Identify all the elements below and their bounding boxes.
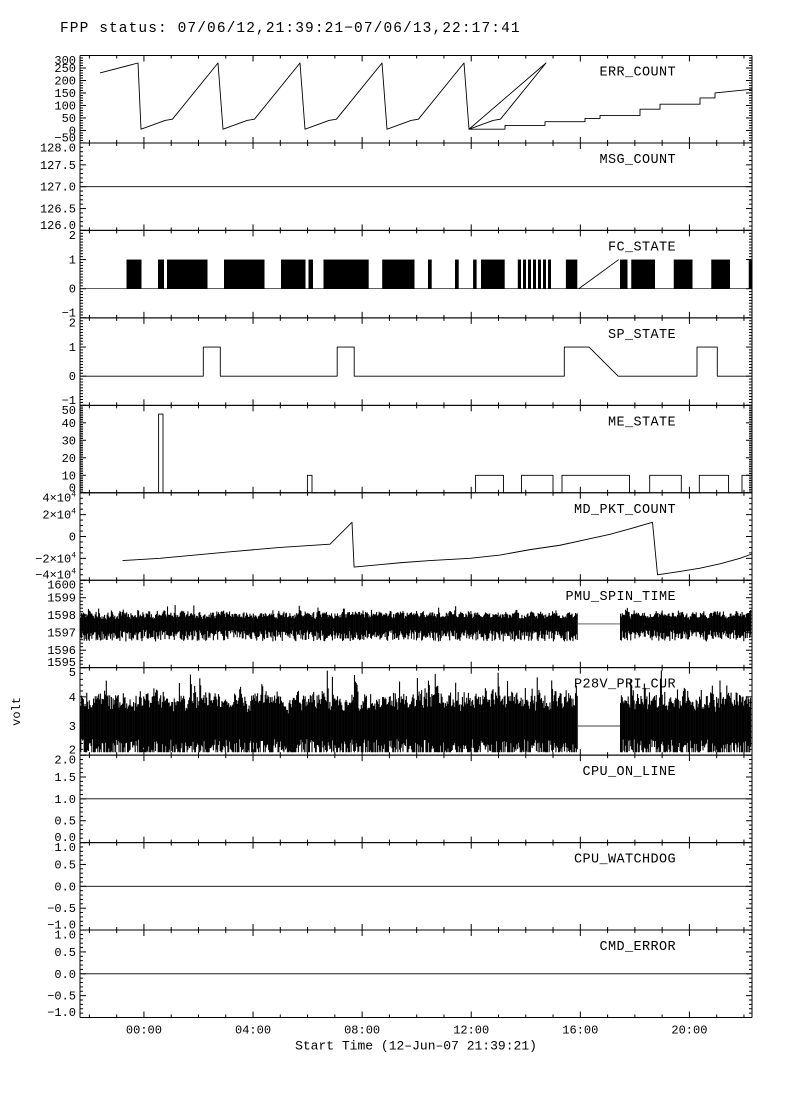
svg-text:CPU_ON_LINE: CPU_ON_LINE: [582, 765, 676, 780]
svg-text:200: 200: [54, 74, 76, 88]
svg-text:0.5: 0.5: [54, 946, 76, 960]
svg-text:1599: 1599: [47, 592, 76, 606]
svg-text:2.0: 2.0: [54, 754, 76, 768]
svg-text:08:00: 08:00: [344, 1024, 380, 1038]
svg-text:MSG_COUNT: MSG_COUNT: [599, 153, 676, 168]
svg-text:1596: 1596: [47, 644, 76, 658]
svg-text:0.0: 0.0: [54, 968, 76, 982]
svg-text:1.0: 1.0: [54, 841, 76, 855]
svg-text:50: 50: [62, 404, 76, 418]
svg-text:Start Time (12–Jun–07 21:39:21: Start Time (12–Jun–07 21:39:21): [295, 1039, 537, 1054]
svg-text:1.0: 1.0: [54, 929, 76, 943]
svg-text:0: 0: [69, 531, 76, 545]
svg-text:20:00: 20:00: [671, 1024, 707, 1038]
svg-text:FC_STATE: FC_STATE: [608, 240, 676, 255]
svg-text:127.0: 127.0: [40, 181, 76, 195]
svg-text:MD_PKT_COUNT: MD_PKT_COUNT: [574, 503, 676, 518]
svg-text:2: 2: [69, 229, 76, 243]
svg-text:16:00: 16:00: [562, 1024, 598, 1038]
svg-text:ERR_COUNT: ERR_COUNT: [599, 66, 676, 81]
svg-text:126.5: 126.5: [40, 203, 76, 217]
svg-text:0: 0: [69, 370, 76, 384]
svg-text:−2×104: −2×104: [35, 551, 76, 566]
svg-text:04:00: 04:00: [235, 1024, 271, 1038]
svg-text:12:00: 12:00: [453, 1024, 489, 1038]
svg-text:4: 4: [69, 691, 76, 705]
svg-text:20: 20: [62, 452, 76, 466]
svg-text:0.5: 0.5: [54, 815, 76, 829]
svg-text:3: 3: [69, 720, 76, 734]
svg-text:1: 1: [69, 254, 76, 268]
svg-text:2: 2: [69, 316, 76, 330]
svg-text:CMD_ERROR: CMD_ERROR: [599, 940, 676, 955]
svg-text:127.5: 127.5: [40, 159, 76, 173]
svg-text:30: 30: [62, 434, 76, 448]
svg-text:00:00: 00:00: [126, 1024, 162, 1038]
svg-text:1600: 1600: [47, 579, 76, 593]
svg-text:FPP status: 07/06/12,21:39:21−: FPP status: 07/06/12,21:39:21−07/06/13,2…: [60, 21, 521, 37]
svg-text:50: 50: [62, 112, 76, 126]
svg-text:1: 1: [69, 341, 76, 355]
svg-text:0.5: 0.5: [54, 858, 76, 872]
svg-text:−1.0: −1.0: [47, 1006, 76, 1020]
svg-text:1.5: 1.5: [54, 771, 76, 785]
svg-text:300: 300: [54, 54, 76, 68]
svg-text:4×104: 4×104: [42, 490, 76, 505]
svg-text:PMU_SPIN_TIME: PMU_SPIN_TIME: [565, 590, 676, 605]
svg-text:100: 100: [54, 99, 76, 113]
svg-text:10: 10: [62, 469, 76, 483]
svg-text:1598: 1598: [47, 609, 76, 623]
svg-text:0: 0: [69, 283, 76, 297]
svg-text:−0.5: −0.5: [47, 902, 76, 916]
svg-text:1597: 1597: [47, 627, 76, 641]
svg-text:volt: volt: [10, 697, 24, 726]
svg-text:0.0: 0.0: [54, 880, 76, 894]
svg-text:5: 5: [69, 666, 76, 680]
svg-text:1.0: 1.0: [54, 793, 76, 807]
svg-text:0: 0: [69, 124, 76, 138]
svg-text:ME_STATE: ME_STATE: [608, 415, 676, 430]
svg-text:128.0: 128.0: [40, 141, 76, 155]
svg-text:SP_STATE: SP_STATE: [608, 328, 676, 343]
svg-text:P28V_PRI_CUR: P28V_PRI_CUR: [574, 678, 676, 693]
svg-text:40: 40: [62, 417, 76, 431]
svg-text:CPU_WATCHDOG: CPU_WATCHDOG: [574, 853, 676, 868]
svg-text:−0.5: −0.5: [47, 990, 76, 1004]
svg-text:2×104: 2×104: [42, 508, 76, 523]
svg-text:150: 150: [54, 87, 76, 101]
